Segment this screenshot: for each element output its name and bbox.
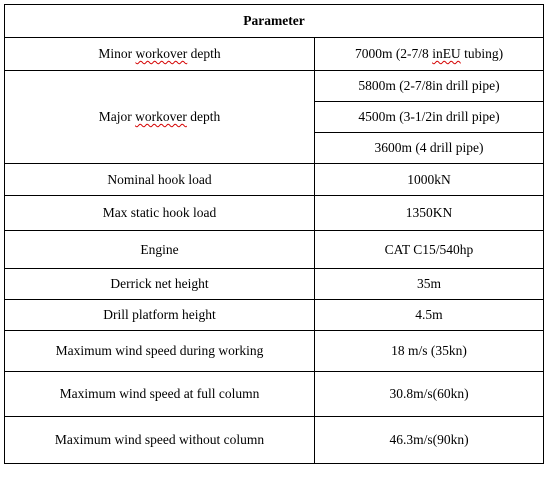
- derrick-net-height-label: Derrick net height: [4, 268, 315, 300]
- table-header-cell: Parameter: [4, 4, 544, 38]
- major-workover-value-1: 5800m (2-7/8in drill pipe): [314, 70, 544, 102]
- table-row-minor-workover: Minor workover depth 7000m (2-7/8 inEU t…: [4, 37, 544, 71]
- minor-workover-label-prefix: Minor: [98, 46, 136, 61]
- minor-workover-value-flagged-word: inEU: [432, 46, 461, 61]
- major-workover-value-3: 3600m (4 drill pipe): [314, 132, 544, 164]
- major-workover-label-suffix: depth: [186, 109, 221, 124]
- minor-workover-label: Minor workover depth: [4, 37, 315, 71]
- table-row-wind-speed-without-column: Maximum wind speed without column 46.3m/…: [4, 416, 544, 464]
- wind-speed-without-column-label: Maximum wind speed without column: [4, 416, 315, 464]
- max-static-hook-load-value: 1350KN: [314, 195, 544, 231]
- drill-platform-height-label: Drill platform height: [4, 299, 315, 331]
- table-row-major-workover-3: 3600m (4 drill pipe): [5, 132, 544, 164]
- table-row-major-workover-2: 4500m (3-1/2in drill pipe): [5, 101, 544, 133]
- table-row-nominal-hook-load: Nominal hook load 1000kN: [4, 163, 544, 196]
- major-workover-label-prefix: Major: [98, 109, 136, 124]
- minor-workover-value-suffix: tubing): [460, 46, 504, 61]
- table-row-engine: Engine CAT C15/540hp: [4, 230, 544, 269]
- wind-speed-working-value: 18 m/s (35kn): [314, 330, 544, 372]
- wind-speed-full-column-value: 30.8m/s(60kn): [314, 371, 544, 417]
- engine-label: Engine: [4, 230, 315, 269]
- drill-platform-height-value: 4.5m: [314, 299, 544, 331]
- derrick-net-height-value: 35m: [314, 268, 544, 300]
- major-workover-value-2: 4500m (3-1/2in drill pipe): [314, 101, 544, 133]
- parameter-table: Parameter Minor workover depth 7000m (2-…: [4, 4, 544, 464]
- engine-value: CAT C15/540hp: [314, 230, 544, 269]
- minor-workover-label-suffix: depth: [187, 46, 221, 61]
- table-row-drill-platform-height: Drill platform height 4.5m: [4, 299, 544, 331]
- table-row-major-workover: Major workover depth 5800m (2-7/8in dril…: [4, 70, 544, 164]
- wind-speed-without-column-value: 46.3m/s(90kn): [314, 416, 544, 464]
- max-static-hook-load-label: Max static hook load: [4, 195, 315, 231]
- major-workover-label: Major workover depth: [4, 70, 315, 164]
- wind-speed-working-label: Maximum wind speed during working: [4, 330, 315, 372]
- minor-workover-value-prefix: 7000m (2-7/8: [354, 46, 433, 61]
- table-header-row: Parameter: [4, 4, 544, 38]
- table-row-max-static-hook-load: Max static hook load 1350KN: [4, 195, 544, 231]
- nominal-hook-load-label: Nominal hook load: [4, 163, 315, 196]
- nominal-hook-load-value: 1000kN: [314, 163, 544, 196]
- wind-speed-full-column-label: Maximum wind speed at full column: [4, 371, 315, 417]
- table-row-wind-speed-working: Maximum wind speed during working 18 m/s…: [4, 330, 544, 372]
- table-row-wind-speed-full-column: Maximum wind speed at full column 30.8m/…: [4, 371, 544, 417]
- table-row-derrick-net-height: Derrick net height 35m: [4, 268, 544, 300]
- major-workover-label-flagged-word: workover: [135, 109, 187, 124]
- minor-workover-value: 7000m (2-7/8 inEU tubing): [314, 37, 544, 71]
- minor-workover-label-flagged-word: workover: [135, 46, 188, 61]
